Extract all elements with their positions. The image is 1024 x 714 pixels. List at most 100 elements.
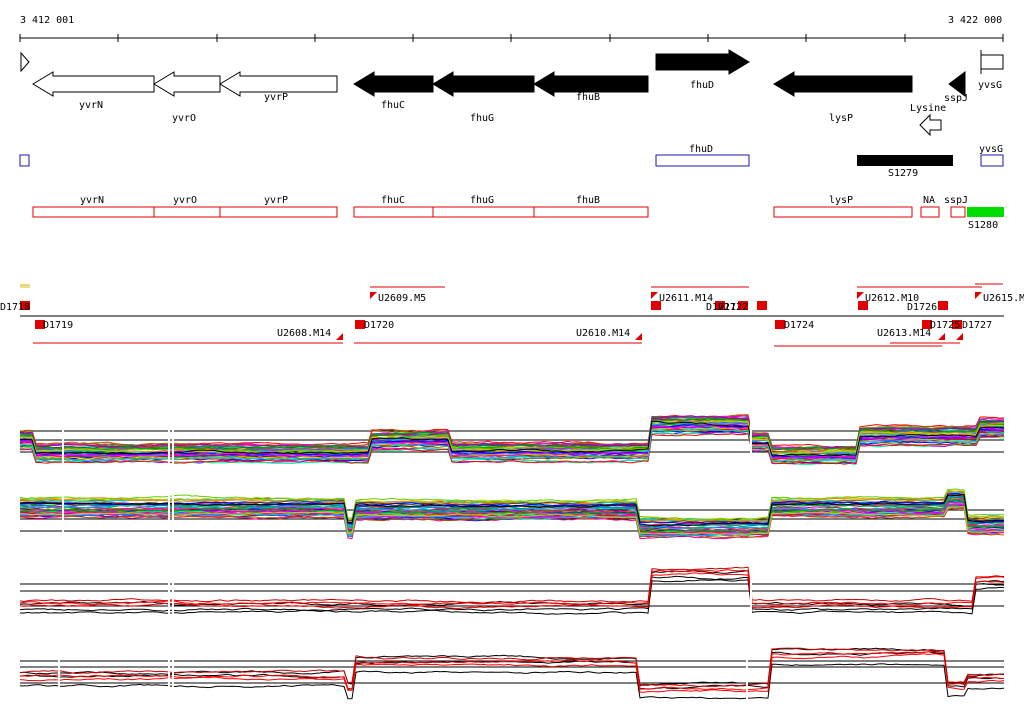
p3-trace-0 [19, 570, 1005, 607]
gene-fhuD-arrow [655, 49, 750, 75]
red-fhuG-label: fhuG [470, 195, 494, 206]
gene-yvrN-arrow [32, 71, 155, 97]
red-lysP-box [773, 206, 913, 218]
p2-trace-42 [20, 493, 1005, 527]
p2-trace-40 [19, 505, 1005, 537]
upper-segment-label-6: D1726 [907, 302, 937, 313]
coordinate-ruler: 3 412 001 3 422 000 [19, 15, 1004, 42]
red-yvrP-box [219, 206, 338, 218]
gene-lysP-label: lysP [829, 113, 853, 124]
start-marker-icon [20, 51, 30, 73]
p2-trace-24 [19, 491, 1005, 523]
lower-segment-label-2: D1720 [364, 320, 394, 331]
red-sspJ-label: sspJ [944, 195, 968, 206]
probe-block-6 [757, 301, 767, 310]
upper-segment-label-3: D1721 [706, 302, 736, 313]
gene-yvrP-arrow [219, 71, 338, 97]
p1-trace-42 [19, 420, 1005, 457]
p4-trace-4 [19, 651, 1005, 691]
p4-gap-1 [168, 636, 170, 702]
p4-trace-3 [19, 653, 1005, 693]
p1-trace-39 [19, 424, 1005, 459]
p3-trace-4 [19, 572, 1005, 609]
upper-segment-label-0: D1718 [0, 302, 30, 313]
gene-yvsG-label: yvsG [978, 80, 1002, 91]
p1-gap-3 [750, 398, 752, 470]
probe-block-3 [651, 301, 661, 310]
p1-trace-27 [19, 429, 1005, 464]
segment-flag-2 [857, 292, 864, 299]
blue-S1279-label: S1279 [888, 168, 918, 179]
lower-segment-label-4: D1724 [784, 320, 814, 331]
red-yvrN-label: yvrN [80, 195, 104, 206]
p3-trace-3 [19, 569, 1005, 606]
segment-flag-7 [938, 333, 945, 340]
p2-gap-0 [62, 470, 64, 546]
gene-sspJ-arrow [948, 71, 966, 97]
blue-fhuD-label: fhuD [689, 144, 713, 155]
segment-flag-5 [635, 333, 642, 340]
red-lysP-label: lysP [829, 195, 853, 206]
gene-yvrO-arrow [153, 71, 221, 97]
p2-trace-33 [19, 500, 1005, 529]
expression-panel-1 [19, 398, 1005, 470]
lower-segment-label-7: D1727 [962, 320, 992, 331]
expression-panel-3 [19, 556, 1005, 622]
probe-block-8 [858, 301, 868, 310]
probe-block-7 [775, 320, 785, 329]
p1-gap-1 [168, 398, 170, 470]
red-sspJ-box [950, 206, 966, 218]
red-yvrO-label: yvrO [173, 195, 197, 206]
probe-block-4 [715, 301, 725, 310]
p4-gap-3 [746, 636, 748, 702]
red-NA-box [920, 206, 940, 218]
segment-flag-1 [651, 292, 658, 299]
p3-trace-5 [19, 566, 1005, 604]
lower-segment-label-3: U2610.M14 [576, 328, 630, 339]
p1-trace-37 [19, 417, 1004, 450]
srna-box [967, 207, 1004, 217]
blue-yvsG-box [980, 154, 1004, 167]
lysine-riboswitch-arrow [919, 113, 942, 137]
red-fhuC-label: fhuC [381, 195, 405, 206]
p2-trace-41 [19, 506, 1005, 536]
ruler-end: 3 422 000 [948, 15, 1002, 26]
probe-block-5 [738, 301, 748, 310]
segment-flag-3 [975, 292, 982, 299]
p2-gap-1 [168, 470, 170, 546]
gene-yvsG-arrow [980, 50, 1004, 74]
ruler-start: 3 412 001 [20, 15, 74, 26]
probe-block-11 [952, 320, 962, 329]
red-fhuB-box [533, 206, 649, 218]
p1-trace-36 [19, 433, 1005, 465]
segment-flag-6 [956, 333, 963, 340]
p2-trace-35 [19, 488, 1004, 521]
lower-segment-label-5: U2613.M14 [877, 328, 931, 339]
gene-yvrO-label: yvrO [172, 113, 196, 124]
red-yvrN-box [32, 206, 155, 218]
riboswitch-label: Lysine [910, 103, 946, 114]
blue-feature-track: fhuD S1279 yvsG [19, 144, 1004, 179]
blue-fhuD-box [655, 154, 750, 167]
gene-track: yvrN yvrO yvrP fhuC fhuG fhuB fhuD lysP sspJ yvsG… [20, 49, 1004, 137]
blue-S1279-box [857, 155, 953, 166]
probe-block-9 [922, 320, 932, 329]
upper-segment-label-4: D1722 [718, 302, 748, 313]
upper-segment-label-7: U2615.M [983, 293, 1024, 304]
upper-segment-label-5: U2612.M10 [865, 293, 919, 304]
p3-trace-1 [19, 579, 1005, 615]
gene-fhuB-label: fhuB [576, 92, 600, 103]
segment-track: D1718 U2609.M5 U2611.M14 D1721 D1722 U26… [0, 283, 1024, 347]
red-fhuC-box [353, 206, 434, 218]
lower-segment-label-6: D1725 [930, 320, 960, 331]
gene-fhuG-arrow [432, 71, 535, 97]
gene-yvrN-label: yvrN [79, 100, 103, 111]
p3-gap-0 [168, 556, 170, 622]
p3-trace-2 [19, 575, 1005, 612]
red-feature-track: yvrN yvrO yvrP fhuC fhuG fhuB lysP NA sspJ S1280 [32, 195, 1004, 231]
upper-segment-label-2: U2611.M14 [659, 293, 713, 304]
gene-lysP-arrow [773, 71, 913, 97]
p4-trace-1 [20, 663, 1005, 700]
p1-gap-2 [172, 398, 174, 470]
segment-flag-0 [370, 292, 377, 299]
